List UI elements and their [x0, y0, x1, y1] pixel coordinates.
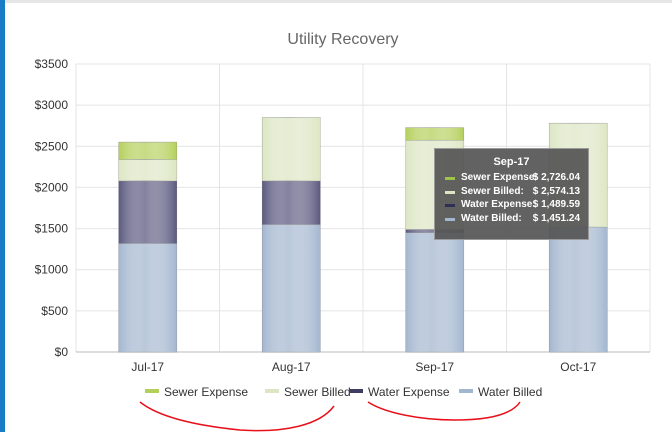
y-tick-label: $3500	[35, 57, 69, 71]
y-tick-label: $1000	[35, 263, 69, 277]
tooltip-label: Sewer Expense:	[461, 172, 538, 183]
tooltip-value: $ 1,451.24	[532, 212, 580, 224]
tooltip-row-sewer-billed: Sewer Billed: $ 2,574.13	[435, 186, 588, 200]
tooltip-swatch	[445, 190, 455, 194]
y-tick-label: $2000	[35, 180, 69, 194]
legend-item-water-expense[interactable]: Water Expense	[349, 385, 450, 399]
y-tick-label: $3000	[35, 98, 69, 112]
x-tick-label: Sep-17	[415, 360, 454, 374]
tooltip-swatch	[445, 217, 455, 221]
tooltip-swatch	[445, 204, 455, 207]
legend-item-sewer-billed[interactable]: Sewer Billed	[265, 385, 351, 399]
legend-swatch	[459, 389, 473, 393]
x-tick-label: Jul-17	[131, 360, 164, 374]
bar-segment-sewer-expense[interactable]	[405, 127, 465, 141]
tooltip-label: Water Billed:	[461, 212, 522, 224]
tooltip-row-sewer-expense: Sewer Expense: $ 2,726.04	[435, 172, 588, 186]
tooltip-swatch	[445, 177, 455, 180]
x-tick-label: Aug-17	[272, 360, 311, 374]
red-annotation-underline-left	[139, 401, 335, 432]
tooltip-title: Sep-17	[493, 156, 530, 168]
tooltip-label: Sewer Billed:	[461, 185, 524, 197]
legend-label: Sewer Expense	[164, 385, 248, 399]
legend-swatch	[349, 389, 363, 393]
chart-title: Utility Recovery	[287, 31, 398, 48]
red-annotation-underline-right	[367, 401, 521, 421]
bar-segment-water-billed[interactable]	[405, 232, 465, 353]
bar-segment-water-billed[interactable]	[118, 243, 178, 353]
bar-segment-water-billed[interactable]	[261, 224, 321, 353]
x-axis-ticks: Jul-17 Aug-17 Sep-17 Oct-17	[131, 360, 596, 374]
legend-item-water-billed[interactable]: Water Billed	[459, 385, 542, 399]
bar-segment-sewer-expense[interactable]	[118, 141, 178, 160]
tooltip-value: $ 2,726.04	[532, 172, 580, 183]
y-tick-label: $2500	[35, 139, 69, 153]
legend[interactable]: Sewer Expense Sewer Billed Water Expense Wa…	[145, 385, 542, 399]
legend-label: Water Expense	[368, 385, 450, 399]
tooltip-value: $ 1,489.59	[532, 199, 580, 210]
left-accent-bar	[0, 0, 5, 432]
tooltip-label: Water Expense:	[461, 199, 536, 210]
legend-label: Sewer Billed	[284, 385, 351, 399]
x-tick-label: Oct-17	[560, 360, 596, 374]
y-tick-label: $500	[41, 304, 68, 318]
tooltip-row-water-billed: Water Billed: $ 1,451.24	[435, 213, 588, 227]
bar-segment-water-billed[interactable]	[548, 226, 608, 353]
bar-segment-sewer-billed[interactable]	[118, 159, 178, 182]
y-tick-label: $0	[55, 345, 69, 359]
bar-segment-water-expense[interactable]	[118, 180, 178, 244]
tooltip-row-water-expense: Water Expense: $ 1,489.59	[435, 199, 588, 213]
legend-label: Water Billed	[478, 385, 542, 399]
tooltip: Sep-17 Sewer Expense: $ 2,726.04 Sewer B…	[434, 148, 589, 240]
y-tick-label: $1500	[35, 222, 69, 236]
legend-item-sewer-expense[interactable]: Sewer Expense	[145, 385, 248, 399]
bar-segment-water-expense[interactable]	[261, 180, 321, 225]
legend-swatch	[145, 389, 159, 393]
y-axis-ticks: $0 $500 $1000 $1500 $2000 $2500 $3000 $3500	[35, 57, 69, 359]
tooltip-value: $ 2,574.13	[532, 185, 580, 197]
top-border	[0, 0, 672, 3]
legend-swatch	[265, 389, 279, 393]
bar-segment-sewer-billed[interactable]	[261, 117, 321, 182]
